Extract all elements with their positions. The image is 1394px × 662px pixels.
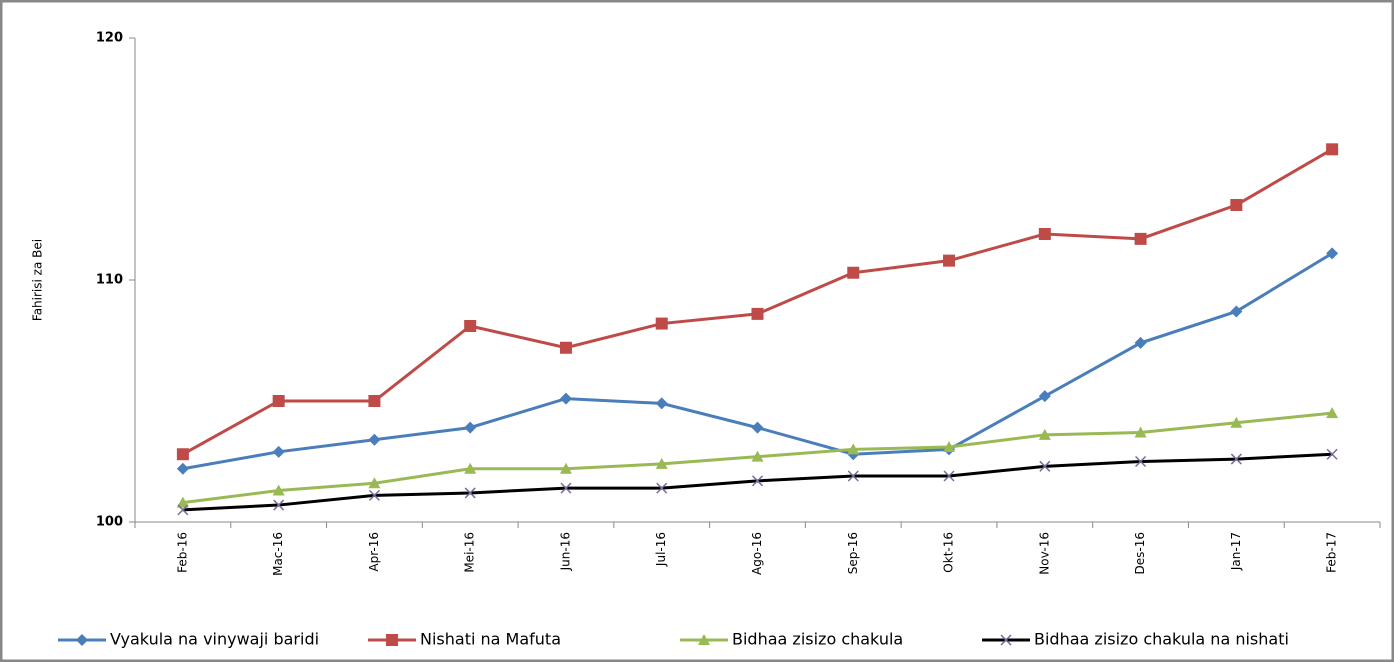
marker — [1230, 453, 1242, 465]
marker — [655, 397, 668, 410]
marker — [1039, 460, 1051, 472]
marker — [847, 470, 859, 482]
marker — [368, 489, 380, 501]
marker — [560, 482, 572, 494]
legend-item: Vyakula na vinywaji baridi — [58, 630, 319, 649]
marker — [464, 421, 477, 434]
marker — [559, 392, 572, 405]
marker — [751, 450, 764, 462]
marker — [698, 634, 710, 645]
y-tick-label: 120 — [96, 31, 123, 46]
marker — [272, 445, 285, 458]
marker — [943, 440, 956, 452]
x-tick-label: Des-16 — [1133, 532, 1147, 574]
marker — [655, 317, 668, 330]
series — [177, 448, 1338, 516]
y-tick-label: 110 — [96, 273, 123, 288]
marker — [655, 457, 668, 469]
marker — [1230, 198, 1243, 211]
x-tick-label: Jan-17 — [1229, 532, 1243, 571]
legend-label: Vyakula na vinywaji baridi — [110, 630, 319, 649]
marker — [1134, 232, 1147, 245]
marker — [464, 319, 477, 332]
legend-label: Bidhaa zisizo chakula — [732, 630, 903, 649]
legend-item: Nishati na Mafuta — [368, 630, 561, 649]
marker — [1326, 247, 1339, 260]
marker — [847, 266, 860, 279]
x-tick-label: Mei-16 — [463, 532, 477, 573]
marker — [751, 421, 764, 434]
marker — [1134, 336, 1147, 349]
legend-label: Nishati na Mafuta — [420, 630, 561, 649]
marker — [1326, 407, 1339, 419]
series — [176, 143, 1339, 461]
x-tick-label: Feb-17 — [1325, 532, 1339, 573]
x-tick-label: Okt-16 — [942, 532, 956, 573]
marker — [1000, 634, 1012, 646]
marker — [943, 470, 955, 482]
marker — [176, 496, 189, 508]
marker — [76, 634, 88, 646]
marker — [751, 307, 764, 320]
marker — [177, 504, 189, 516]
marker — [751, 475, 764, 487]
x-tick-label: Ago-16 — [750, 532, 764, 575]
marker — [559, 462, 572, 474]
marker — [464, 487, 476, 499]
marker — [1326, 448, 1338, 460]
x-tick-label: Sep-16 — [846, 532, 860, 574]
marker — [176, 462, 189, 475]
x-tick-label: Feb-16 — [175, 532, 189, 573]
marker — [1230, 416, 1243, 428]
marker — [1135, 455, 1147, 468]
series — [176, 247, 1339, 475]
marker — [272, 484, 285, 496]
marker — [656, 482, 668, 494]
marker — [943, 254, 956, 267]
x-tick-label: Apr-16 — [367, 532, 381, 572]
y-axis-label: Fahirisi za Bei — [31, 239, 45, 321]
marker — [1038, 428, 1051, 440]
marker — [1326, 143, 1339, 156]
marker — [368, 433, 381, 446]
legend-label: Bidhaa zisizo chakula na nishati — [1034, 630, 1289, 649]
marker — [1038, 390, 1051, 403]
x-tick-label: Jun-16 — [558, 532, 572, 571]
legend-item: Bidhaa zisizo chakula — [680, 630, 903, 649]
marker — [1134, 426, 1147, 438]
marker — [464, 462, 477, 474]
marker — [273, 499, 285, 511]
x-tick-label: Jul-16 — [654, 532, 668, 567]
marker — [368, 477, 381, 489]
marker — [1038, 228, 1051, 241]
marker — [559, 341, 572, 354]
x-tick-label: Mac-16 — [271, 532, 285, 576]
marker — [368, 395, 381, 407]
marker — [847, 443, 860, 455]
x-tick-label: Nov-16 — [1037, 532, 1051, 575]
legend-item: Bidhaa zisizo chakula na nishati — [982, 630, 1289, 649]
marker — [272, 395, 285, 407]
series — [176, 407, 1339, 508]
y-tick-label: 100 — [96, 515, 123, 530]
marker — [176, 448, 189, 461]
marker — [386, 634, 398, 646]
marker — [1230, 305, 1243, 318]
